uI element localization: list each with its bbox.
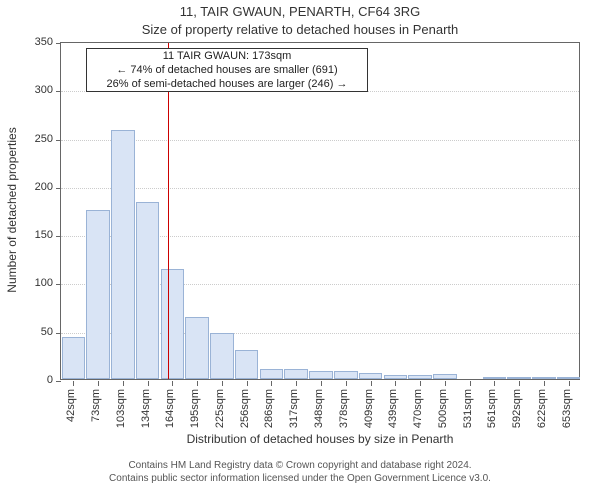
x-tick-label: 500sqm — [437, 389, 449, 428]
x-tick-label: 42sqm — [65, 389, 77, 422]
x-tick-label: 225sqm — [214, 389, 226, 428]
x-tick-label: 653sqm — [561, 389, 573, 428]
figure-root: 11, TAIR GWAUN, PENARTH, CF64 3RG Size o… — [0, 0, 600, 500]
y-tick-label: 300 — [35, 84, 53, 96]
reference-line — [168, 43, 169, 379]
plot-area: 05010015020025030035042sqm73sqm103sqm134… — [60, 42, 580, 380]
x-tick-label: 164sqm — [164, 389, 176, 428]
x-axis-label: Distribution of detached houses by size … — [60, 432, 580, 446]
histogram-bar — [284, 369, 308, 379]
x-tick-label: 409sqm — [363, 389, 375, 428]
y-tick-label: 150 — [35, 229, 53, 241]
x-tick-label: 592sqm — [511, 389, 523, 428]
histogram-bar — [62, 337, 86, 379]
footer-attribution: Contains HM Land Registry data © Crown c… — [0, 460, 600, 485]
y-tick-label: 250 — [35, 133, 53, 145]
histogram-bar — [260, 369, 284, 379]
x-tick-label: 622sqm — [536, 389, 548, 428]
histogram-bar — [86, 210, 110, 379]
histogram-bar — [334, 371, 358, 379]
y-tick-label: 0 — [47, 374, 53, 386]
histogram-bar — [507, 377, 531, 379]
histogram-bar — [235, 350, 259, 379]
footer-line1: Contains HM Land Registry data © Crown c… — [0, 460, 600, 473]
y-tick-label: 350 — [35, 36, 53, 48]
y-tick-label: 100 — [35, 277, 53, 289]
annotation-line2: ← 74% of detached houses are smaller (69… — [89, 64, 365, 78]
x-tick-label: 439sqm — [387, 389, 399, 428]
chart-title-line2: Size of property relative to detached ho… — [0, 22, 600, 37]
histogram-bar — [185, 317, 209, 379]
y-axis-label: Number of detached properties — [5, 110, 19, 310]
histogram-bar — [408, 375, 432, 379]
x-tick-label: 317sqm — [288, 389, 300, 428]
histogram-bar — [359, 373, 383, 379]
histogram-bar — [309, 371, 333, 379]
footer-line2: Contains public sector information licen… — [0, 473, 600, 486]
annotation-line1: 11 TAIR GWAUN: 173sqm — [89, 50, 365, 64]
histogram-bar — [384, 375, 408, 379]
y-tick-label: 50 — [41, 326, 53, 338]
y-tick-label: 200 — [35, 181, 53, 193]
histogram-bar — [483, 377, 507, 379]
x-tick-label: 103sqm — [115, 389, 127, 428]
chart-title-line1: 11, TAIR GWAUN, PENARTH, CF64 3RG — [0, 4, 600, 19]
x-tick-label: 286sqm — [263, 389, 275, 428]
x-tick-label: 378sqm — [338, 389, 350, 428]
x-tick-label: 73sqm — [90, 389, 102, 422]
histogram-bar — [210, 333, 234, 379]
histogram-bar — [161, 269, 185, 379]
histogram-bar — [557, 377, 581, 379]
annotation-line3: 26% of semi-detached houses are larger (… — [89, 78, 365, 92]
x-tick-label: 531sqm — [462, 389, 474, 428]
x-tick-label: 256sqm — [239, 389, 251, 428]
histogram-bar — [433, 374, 457, 379]
x-tick-label: 348sqm — [313, 389, 325, 428]
x-tick-label: 134sqm — [140, 389, 152, 428]
x-tick-label: 561sqm — [486, 389, 498, 428]
histogram-bar — [136, 202, 160, 379]
histogram-bar — [111, 130, 135, 379]
x-tick-label: 470sqm — [412, 389, 424, 428]
x-tick-label: 195sqm — [189, 389, 201, 428]
histogram-bar — [532, 377, 556, 379]
annotation-box: 11 TAIR GWAUN: 173sqm ← 74% of detached … — [86, 48, 368, 92]
